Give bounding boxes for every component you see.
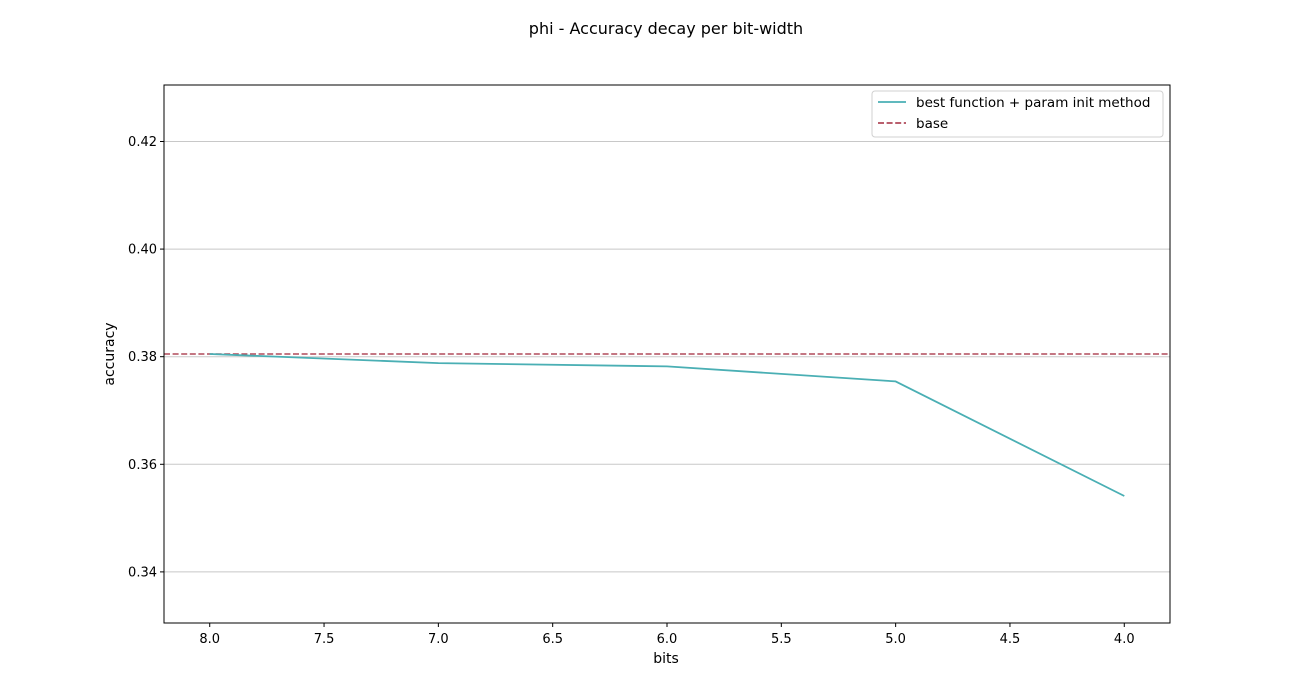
legend: best function + param init method base xyxy=(871,90,1164,138)
x-tick-label: 8.0 xyxy=(199,632,220,647)
legend-label: best function + param init method xyxy=(916,95,1150,111)
y-axis: 0.34 0.36 0.38 0.40 0.42 xyxy=(128,135,164,580)
plot-series xyxy=(164,353,1170,497)
y-axis-label: accuracy xyxy=(102,322,118,385)
x-axis-label: bits xyxy=(653,651,679,667)
x-tick-label: 7.0 xyxy=(428,632,449,647)
x-tick-label: 4.0 xyxy=(1114,632,1135,647)
y-tick-label: 0.36 xyxy=(128,458,157,473)
x-tick-label: 7.5 xyxy=(314,632,335,647)
x-tick-label: 5.0 xyxy=(885,632,906,647)
y-tick-label: 0.34 xyxy=(128,565,157,580)
legend-label: base xyxy=(916,116,948,132)
x-tick-label: 6.5 xyxy=(542,632,563,647)
y-tick-label: 0.42 xyxy=(128,135,157,150)
series-line xyxy=(209,353,1125,497)
x-tick-label: 5.5 xyxy=(771,632,792,647)
y-tick-label: 0.40 xyxy=(128,243,157,258)
x-tick-label: 6.0 xyxy=(657,632,678,647)
grid-lines xyxy=(164,140,1170,573)
x-tick-label: 4.5 xyxy=(1000,632,1021,647)
legend-box xyxy=(871,90,1164,138)
plot-frame xyxy=(163,84,1171,624)
x-axis: 8.0 7.5 7.0 6.5 6.0 5.5 5.0 4.5 4.0 xyxy=(199,623,1135,647)
y-tick-label: 0.38 xyxy=(128,350,157,365)
chart-title: phi - Accuracy decay per bit-width xyxy=(529,19,803,38)
